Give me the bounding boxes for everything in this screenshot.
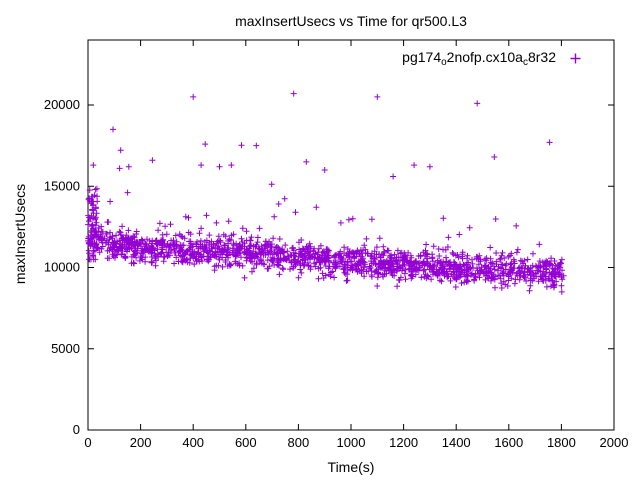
- legend-label: pg174o2nofp.cx10ac8r32: [402, 49, 556, 68]
- x-tick-label: 1800: [547, 435, 576, 450]
- x-tick-label: 600: [235, 435, 257, 450]
- axis-ticks: [87, 40, 615, 431]
- x-tick-label: 400: [182, 435, 204, 450]
- legend-marker-plus-icon: [570, 53, 581, 64]
- y-tick-label: 0: [73, 422, 80, 437]
- legend-label-part: o: [441, 57, 447, 68]
- x-tick-label: 1400: [442, 435, 471, 450]
- y-tick-label: 15000: [44, 178, 80, 193]
- y-tick-label: 10000: [44, 260, 80, 275]
- x-tick-label: 2000: [600, 435, 629, 450]
- x-tick-label: 800: [288, 435, 310, 450]
- legend: pg174o2nofp.cx10ac8r32: [402, 49, 582, 68]
- chart-title: maxInsertUsecs vs Time for qr500.L3: [235, 13, 467, 29]
- y-axis-label: maxInsertUsecs: [12, 183, 28, 285]
- y-tick-label: 20000: [44, 97, 80, 112]
- legend-label-part: 2nofp.cx10a: [446, 49, 523, 65]
- y-tick-label: 5000: [51, 341, 80, 356]
- x-tick-label: 200: [130, 435, 152, 450]
- legend-label-part: pg174: [402, 49, 442, 65]
- x-tick-label: 0: [84, 435, 91, 450]
- legend-label-part: 8r32: [527, 49, 556, 65]
- x-axis-label: Time(s): [327, 459, 375, 475]
- x-tick-label: 1000: [337, 435, 366, 450]
- legend-label-part: c: [522, 57, 528, 68]
- x-tick-label: 1200: [389, 435, 418, 450]
- data-points-series-pg174: [85, 90, 567, 295]
- x-tick-label: 1600: [494, 435, 523, 450]
